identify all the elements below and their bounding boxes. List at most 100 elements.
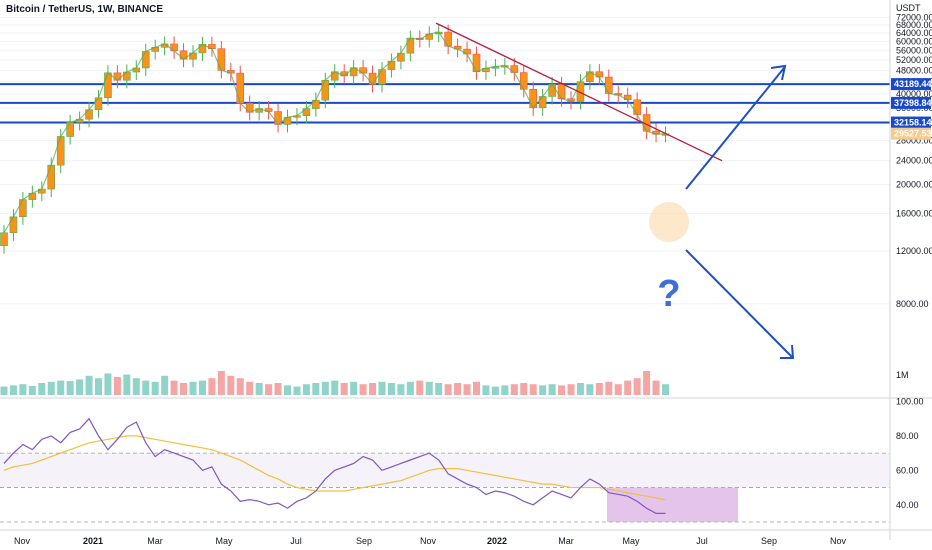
volume-bar: [558, 385, 566, 395]
arrow-up-line: [685, 67, 785, 190]
volume-bar: [9, 385, 17, 395]
volume-bar: [510, 384, 518, 395]
arrow-up-head: [770, 64, 787, 81]
volume-bar: [180, 383, 188, 395]
volume-bar: [548, 384, 556, 395]
rsi-ma-line: [3, 435, 666, 501]
price-tick-label: 12000.00: [896, 246, 932, 256]
price-tick-label: 20000.00: [896, 179, 932, 189]
level-tag: [891, 78, 931, 91]
volume-bar: [662, 384, 669, 395]
price-tick-label: 64000.00: [896, 28, 932, 38]
price-tick-label: 56000.00: [896, 45, 932, 55]
current-price-tag: [891, 127, 931, 140]
volume-bar: [539, 385, 547, 395]
arrow-down-head: [780, 344, 795, 359]
time-tick-label: May: [215, 536, 233, 546]
volume-bar: [151, 381, 159, 395]
candle-body: [519, 72, 528, 90]
volume-bar: [142, 380, 150, 395]
volume-bar: [255, 383, 263, 395]
close-line: [3, 31, 666, 234]
volume-bar: [95, 378, 102, 395]
volume-bar: [652, 380, 660, 395]
highlight-circle: [649, 202, 689, 242]
volume-bar: [293, 386, 301, 395]
candle-body: [236, 72, 245, 104]
volume-bar: [378, 381, 386, 395]
level-tag: [891, 96, 931, 109]
candle-body: [538, 96, 547, 109]
volume-bar: [482, 385, 490, 395]
candle-body: [472, 53, 481, 73]
candle-body: [283, 116, 292, 125]
volume-bar: [340, 383, 348, 395]
volume-bar: [624, 380, 632, 395]
price-tick-label: 40000.00: [896, 89, 932, 99]
time-tick-label: Sep: [356, 536, 372, 546]
price-tick-label: 60000.00: [896, 36, 932, 46]
volume-bar: [614, 384, 622, 395]
volume-bar: [463, 384, 471, 395]
drawings: ?: [435, 22, 795, 359]
candle-body: [510, 65, 519, 73]
candle-body: [0, 232, 8, 246]
volume-bar: [491, 386, 499, 395]
volume-bar: [66, 381, 74, 395]
volume-bar: [76, 379, 84, 395]
candle-body: [312, 99, 320, 109]
volume-bar: [529, 384, 537, 395]
volume-bar: [369, 383, 377, 395]
price-tick-label: 8000.00: [896, 299, 929, 309]
candle-body: [66, 122, 74, 137]
volume-bar: [586, 384, 594, 395]
volume-bar: [387, 383, 395, 395]
time-tick-label: Sep: [761, 536, 777, 546]
volume-bar: [605, 381, 613, 395]
volume-bar: [38, 383, 46, 395]
volume-scale-label: 1M: [896, 370, 909, 380]
candle-body: [113, 72, 122, 81]
volume-bar: [85, 375, 93, 395]
volume-bar: [331, 380, 339, 395]
volume-bar: [28, 385, 36, 395]
level-tag: [891, 116, 931, 129]
volume-bar: [397, 384, 405, 395]
volume-bar: [198, 380, 206, 395]
candle-body: [104, 72, 112, 99]
level-tag-label: 32158.14: [894, 118, 932, 128]
time-tick-label: Nov: [14, 536, 31, 546]
volume-bar: [132, 378, 140, 395]
candle-body: [444, 31, 452, 47]
trendline: [435, 22, 723, 162]
time-tick-label: Jul: [290, 536, 302, 546]
current-price-tag-label: 29527.53: [894, 129, 932, 139]
candle-body: [141, 51, 150, 69]
time-tick-label: May: [622, 536, 640, 546]
rsi-tick-label: 60.00: [896, 465, 919, 475]
volume-bars: 1M: [0, 370, 909, 395]
volume-bar: [359, 384, 367, 395]
candle-body: [9, 216, 18, 234]
price-tick-label: 68000.00: [896, 20, 932, 30]
volume-bar: [425, 381, 433, 395]
candle-body: [19, 199, 27, 218]
volume-bar: [473, 381, 480, 395]
price-tick-label: 52000.00: [896, 55, 932, 65]
candlestick-series: [0, 24, 670, 254]
rsi-panel: [0, 397, 932, 523]
candle-body: [548, 84, 556, 97]
rsi-tick-label: 100.00: [896, 396, 924, 406]
volume-bar: [595, 383, 603, 395]
candle-body: [557, 84, 566, 100]
rsi-tick-label: 40.00: [896, 500, 919, 510]
volume-bar: [302, 384, 310, 395]
volume-bar: [217, 371, 225, 395]
volume-bar: [236, 378, 244, 395]
volume-bar: [170, 380, 178, 395]
volume-bar: [227, 375, 235, 395]
volume-bar: [321, 381, 329, 395]
time-tick-label: 2022: [487, 536, 507, 546]
price-tick-label: 16000.00: [896, 208, 932, 218]
